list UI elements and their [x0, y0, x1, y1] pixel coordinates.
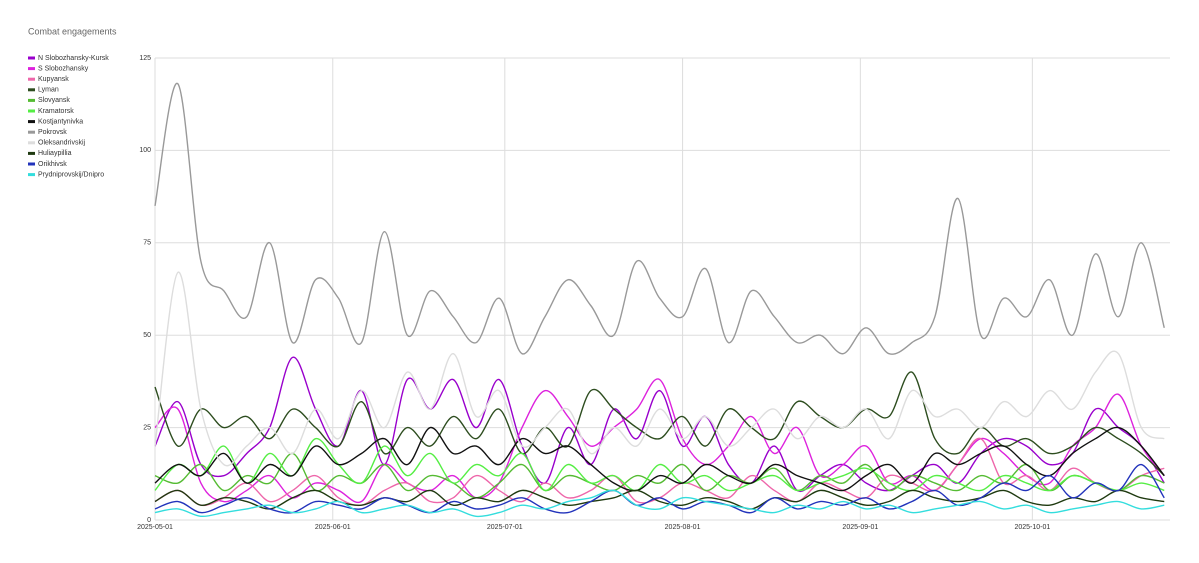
- legend-swatch: [28, 130, 35, 134]
- y-tick-label: 75: [143, 240, 151, 247]
- legend-label: Lyman: [38, 87, 59, 94]
- y-tick-label: 25: [143, 424, 151, 431]
- legend-label: Oleksandrivskij: [38, 140, 86, 147]
- legend-swatch: [28, 173, 35, 177]
- legend-label: Prydniprovskij/Dnipro: [38, 171, 104, 178]
- legend-swatch: [28, 77, 35, 81]
- x-tick-label: 2025-08-01: [665, 524, 701, 531]
- x-tick-label: 2025-06-01: [315, 524, 351, 531]
- legend-label: S Slobozhansky: [38, 65, 89, 72]
- legend-swatch: [28, 67, 35, 71]
- series-line: [154, 356, 1165, 493]
- series-line: [154, 371, 1165, 477]
- legend-label: Orikhivsk: [38, 161, 67, 168]
- y-tick-label: 100: [139, 147, 151, 154]
- series-line: [154, 489, 1165, 518]
- legend-swatch: [28, 88, 35, 92]
- legend-label: Kostjantynivka: [38, 118, 83, 125]
- legend-swatch: [28, 162, 35, 166]
- series-line: [154, 426, 1165, 492]
- legend-swatch: [28, 98, 35, 102]
- series-line: [154, 271, 1165, 467]
- legend-label: N Slobozhansky-Kursk: [38, 55, 109, 62]
- y-tick-label: 125: [139, 55, 151, 62]
- series-line: [154, 489, 1165, 510]
- legend-swatch: [28, 56, 35, 60]
- series-line: [154, 452, 1165, 499]
- x-tick-label: 2025-07-01: [487, 524, 523, 531]
- series-line: [154, 463, 1165, 514]
- legend-label: Kupyansk: [38, 76, 69, 83]
- legend-label: Slovyansk: [38, 97, 70, 104]
- y-tick-label: 50: [143, 332, 151, 339]
- series-line: [154, 378, 1165, 504]
- legend-swatch: [28, 151, 35, 155]
- legend-label: Kramatorsk: [38, 108, 74, 115]
- legend-swatch: [28, 141, 35, 145]
- legend-swatch: [28, 109, 35, 113]
- series-line: [154, 83, 1165, 355]
- x-tick-label: 2025-05-01: [137, 524, 173, 531]
- y-tick-label: 0: [147, 517, 151, 524]
- x-tick-label: 2025-10-01: [1014, 524, 1050, 531]
- legend-label: Huliaypillia: [38, 150, 72, 157]
- chart-title: Combat engagements: [28, 26, 117, 36]
- x-tick-label: 2025-09-01: [842, 524, 878, 531]
- series-line: [154, 437, 1165, 492]
- legend-label: Pokrovsk: [38, 129, 67, 136]
- legend-swatch: [28, 120, 35, 124]
- series-line: [154, 437, 1165, 507]
